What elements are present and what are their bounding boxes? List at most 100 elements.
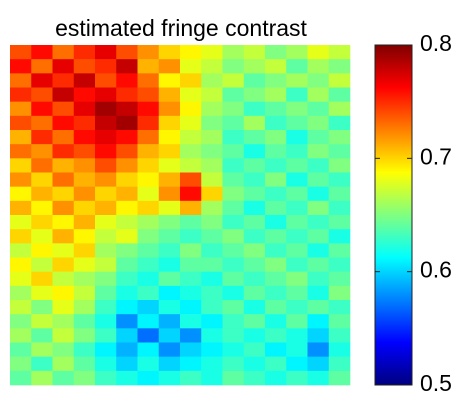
heatmap-cell: [180, 73, 202, 88]
heatmap-cell: [243, 342, 266, 357]
heatmap-cell: [10, 45, 32, 60]
heatmap-cell: [265, 243, 287, 258]
heatmap-cell: [307, 59, 330, 74]
heatmap-cell: [95, 243, 117, 258]
heatmap-cell: [180, 172, 202, 187]
heatmap-cell: [222, 172, 245, 187]
heatmap-cell: [137, 314, 160, 329]
heatmap-cell: [95, 45, 117, 60]
heatmap-cell: [222, 200, 245, 216]
heatmap-cell: [265, 158, 287, 173]
heatmap-cell: [158, 229, 181, 244]
heatmap-cell: [201, 101, 223, 117]
heatmap-cell: [307, 314, 330, 329]
heatmap-cell: [116, 45, 138, 60]
chart-title: estimated fringe contrast: [55, 15, 307, 41]
heatmap-cell: [73, 59, 96, 74]
heatmap-cell: [95, 356, 117, 372]
heatmap-cell: [10, 229, 32, 244]
heatmap-cell: [31, 101, 53, 117]
heatmap-cell: [201, 285, 223, 301]
heatmap-cell: [201, 229, 223, 244]
heatmap-cell: [158, 59, 181, 74]
heatmap-cell: [180, 186, 202, 202]
heatmap-cell: [10, 59, 32, 74]
heatmap-cell: [31, 229, 53, 244]
heatmap-cell: [307, 285, 330, 301]
heatmap-cell: [328, 45, 351, 60]
heatmap-cell: [201, 370, 223, 386]
heatmap-cell: [95, 300, 117, 315]
heatmap-cell: [222, 328, 245, 343]
heatmap-cell: [222, 186, 245, 202]
heatmap-cell: [95, 285, 117, 301]
heatmap-cell: [73, 115, 96, 131]
heatmap-cell: [265, 186, 287, 202]
heatmap-cell: [31, 144, 53, 159]
heatmap-cell: [307, 172, 330, 187]
heatmap-cell: [137, 271, 160, 287]
heatmap-cell: [95, 158, 117, 173]
heatmap-cell: [286, 45, 308, 60]
heatmap-cell: [137, 45, 160, 60]
heatmap-cell: [265, 314, 287, 329]
heatmap-cell: [52, 101, 75, 117]
heatmap-cell: [116, 101, 138, 117]
heatmap-cell: [222, 342, 245, 357]
heatmap-cell: [95, 186, 117, 202]
heatmap-cell: [201, 144, 223, 159]
heatmap-cell: [286, 257, 308, 272]
heatmap-cell: [180, 300, 202, 315]
heatmap-cell: [307, 370, 330, 386]
heatmap-cell: [116, 73, 138, 88]
heatmap-cell: [73, 229, 96, 244]
heatmap-cell: [73, 285, 96, 301]
heatmap-cell: [31, 45, 53, 60]
heatmap-cell: [137, 158, 160, 173]
heatmap-cell: [137, 87, 160, 102]
heatmap-cell: [52, 300, 75, 315]
heatmap-cell: [73, 215, 96, 230]
heatmap-cell: [52, 271, 75, 287]
heatmap-cell: [201, 45, 223, 60]
heatmap-cell: [158, 73, 181, 88]
heatmap-cell: [328, 101, 351, 117]
heatmap-cell: [222, 229, 245, 244]
heatmap-cell: [307, 271, 330, 287]
heatmap-cell: [95, 314, 117, 329]
heatmap-cell: [158, 370, 181, 386]
heatmap-cell: [10, 158, 32, 173]
heatmap-cell: [95, 342, 117, 357]
heatmap-cell: [116, 115, 138, 131]
heatmap-cell: [265, 300, 287, 315]
heatmap-cell: [286, 200, 308, 216]
heatmap-cell: [116, 87, 138, 102]
heatmap-cell: [286, 356, 308, 372]
heatmap-cell: [286, 59, 308, 74]
heatmap-cell: [116, 342, 138, 357]
heatmap-cell: [243, 101, 266, 117]
heatmap-cell: [222, 101, 245, 117]
heatmap-cell: [265, 172, 287, 187]
heatmap-cell: [286, 342, 308, 357]
heatmap-cell: [52, 73, 75, 88]
heatmap-cell: [328, 172, 351, 187]
heatmap-cell: [137, 300, 160, 315]
heatmap-cell: [222, 144, 245, 159]
heatmap-cell: [158, 356, 181, 372]
heatmap-cell: [180, 158, 202, 173]
colorbar-tick-label: 0.7: [420, 143, 452, 169]
heatmap-cell: [286, 243, 308, 258]
colorbar-tick-label: 0.6: [420, 257, 452, 283]
heatmap-cell: [243, 300, 266, 315]
heatmap-cell: [52, 229, 75, 244]
heatmap-cell: [116, 59, 138, 74]
heatmap-cell: [328, 271, 351, 287]
heatmap-cell: [265, 342, 287, 357]
heatmap-cell: [201, 243, 223, 258]
heatmap-cell: [286, 271, 308, 287]
heatmap-cell: [52, 285, 75, 301]
heatmap-cell: [73, 186, 96, 202]
heatmap-cell: [286, 300, 308, 315]
